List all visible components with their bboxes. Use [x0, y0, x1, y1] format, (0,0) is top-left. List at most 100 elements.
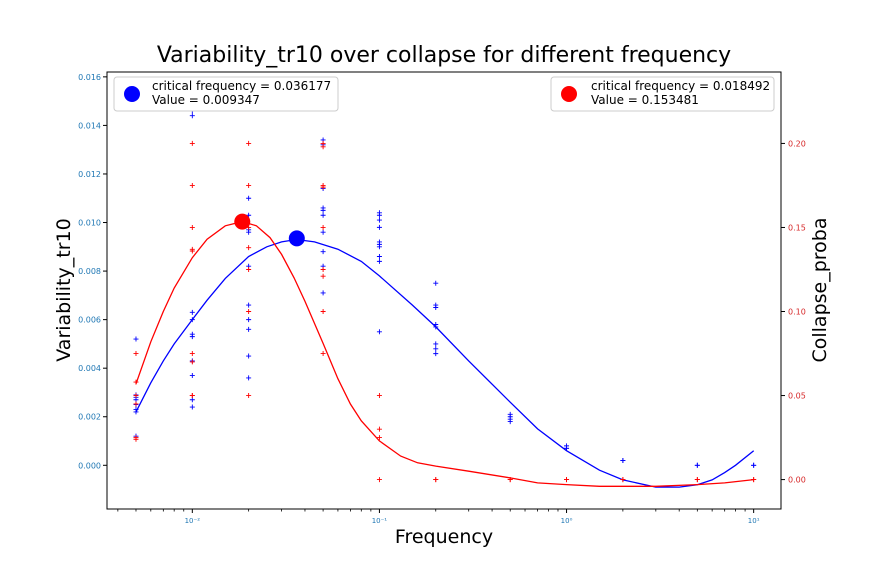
variability-point — [433, 280, 439, 286]
legend-right-box — [550, 76, 775, 112]
variability-point — [133, 409, 139, 415]
collapse-point — [376, 435, 382, 441]
collapse-point — [246, 393, 252, 399]
critical-layer — [234, 213, 305, 247]
collapse-point — [507, 477, 513, 483]
collapse-fit-curve — [135, 220, 754, 487]
collapse-point — [246, 309, 252, 315]
y-tick-label: 0.002 — [78, 413, 101, 422]
collapse-point — [189, 351, 195, 357]
legend-right-marker — [561, 86, 577, 102]
collapse-point — [189, 182, 195, 188]
variability-point — [320, 229, 326, 235]
variability-point — [189, 397, 195, 403]
collapse-point — [246, 266, 252, 272]
variability-fit-curve — [135, 238, 755, 488]
variability-point — [189, 404, 195, 410]
collapse-point — [133, 379, 139, 385]
collapse-point — [620, 477, 626, 483]
variability-point — [433, 351, 439, 357]
collapse-point — [189, 248, 195, 254]
legend-right-line1: critical frequency = 0.018492 — [591, 79, 770, 93]
variability-point — [376, 254, 382, 260]
variability-point — [376, 212, 382, 218]
variability-point — [246, 302, 252, 308]
variability-point — [564, 445, 570, 451]
variability-point — [376, 224, 382, 230]
legend-left-line2: Value = 0.009347 — [152, 93, 260, 107]
y-tick-label: 0.004 — [78, 364, 101, 373]
variability-point — [376, 258, 382, 264]
collapse-point — [133, 393, 139, 399]
collapse-point — [320, 144, 326, 150]
x-tick-label: 10¹ — [748, 517, 760, 525]
variability-point — [246, 375, 252, 381]
variability-point — [246, 353, 252, 359]
chart-title: Variability_tr10 over collapse for diffe… — [157, 43, 731, 68]
y-tick-label: 0.010 — [78, 219, 101, 228]
variability-point — [133, 397, 139, 403]
variability-point — [133, 336, 139, 342]
collapse-point — [320, 266, 326, 272]
y-tick-label: 0.016 — [78, 73, 101, 82]
y2-tick-label: 0.20 — [788, 139, 806, 148]
x-tick-label: 10⁻² — [185, 517, 201, 525]
variability-point — [507, 419, 513, 425]
variability-point — [376, 217, 382, 223]
variability-point — [189, 372, 195, 378]
collapse-point — [246, 245, 252, 251]
variability-point — [189, 317, 195, 323]
plot-area — [106, 71, 782, 510]
variability-point — [189, 334, 195, 340]
variability-point — [246, 195, 252, 201]
y2-tick-label: 0.10 — [788, 308, 806, 317]
legend-left-line1: critical frequency = 0.036177 — [152, 79, 331, 93]
legend-left-marker — [124, 86, 140, 102]
collapse-point — [246, 182, 252, 188]
variability-point — [376, 329, 382, 335]
collapse-point — [189, 224, 195, 230]
y-axis-title: Variability_tr10 — [53, 218, 75, 361]
fit-layer — [135, 220, 755, 488]
variability-point — [376, 244, 382, 250]
collapse-point — [133, 436, 139, 442]
collapse-critical-marker — [234, 213, 251, 230]
collapse-point — [320, 351, 326, 357]
y2-tick-label: 0.00 — [788, 476, 806, 485]
collapse-point — [133, 351, 139, 357]
y-tick-label: 0.012 — [78, 170, 101, 179]
variability-point — [433, 346, 439, 352]
variability-point — [189, 309, 195, 315]
collapse-point — [189, 393, 195, 399]
variability-point — [751, 462, 757, 468]
variability-point — [189, 113, 195, 119]
legend-right: critical frequency = 0.018492 Value = 0.… — [550, 76, 775, 112]
legend-left-box — [113, 76, 339, 112]
variability-point — [320, 290, 326, 296]
variability-point — [320, 249, 326, 255]
collapse-point — [246, 140, 252, 146]
collapse-point — [564, 477, 570, 483]
collapse-point — [320, 273, 326, 279]
variability-point — [320, 212, 326, 218]
collapse-point — [433, 477, 439, 483]
variability-point — [620, 457, 626, 463]
y2-tick-label: 0.15 — [788, 223, 806, 232]
y-tick-label: 0.008 — [78, 267, 101, 276]
legend-left: critical frequency = 0.036177 Value = 0.… — [113, 76, 339, 112]
y2-tick-label: 0.05 — [788, 392, 806, 401]
variability-point — [320, 207, 326, 213]
variability-point — [433, 341, 439, 347]
x-axis-title: Frequency — [395, 526, 493, 548]
collapse-point — [376, 477, 382, 483]
y-tick-label: 0.014 — [78, 121, 101, 130]
variability-point — [246, 326, 252, 332]
collapse-point — [694, 477, 700, 483]
variability-point — [246, 317, 252, 323]
collapse-point — [133, 401, 139, 407]
collapse-point — [751, 477, 757, 483]
tick-layer: 0.000 0.002 0.004 0.006 0.008 0.010 0.012 0.014… — [78, 73, 806, 525]
variability-point — [246, 229, 252, 235]
point-layer — [133, 101, 757, 483]
